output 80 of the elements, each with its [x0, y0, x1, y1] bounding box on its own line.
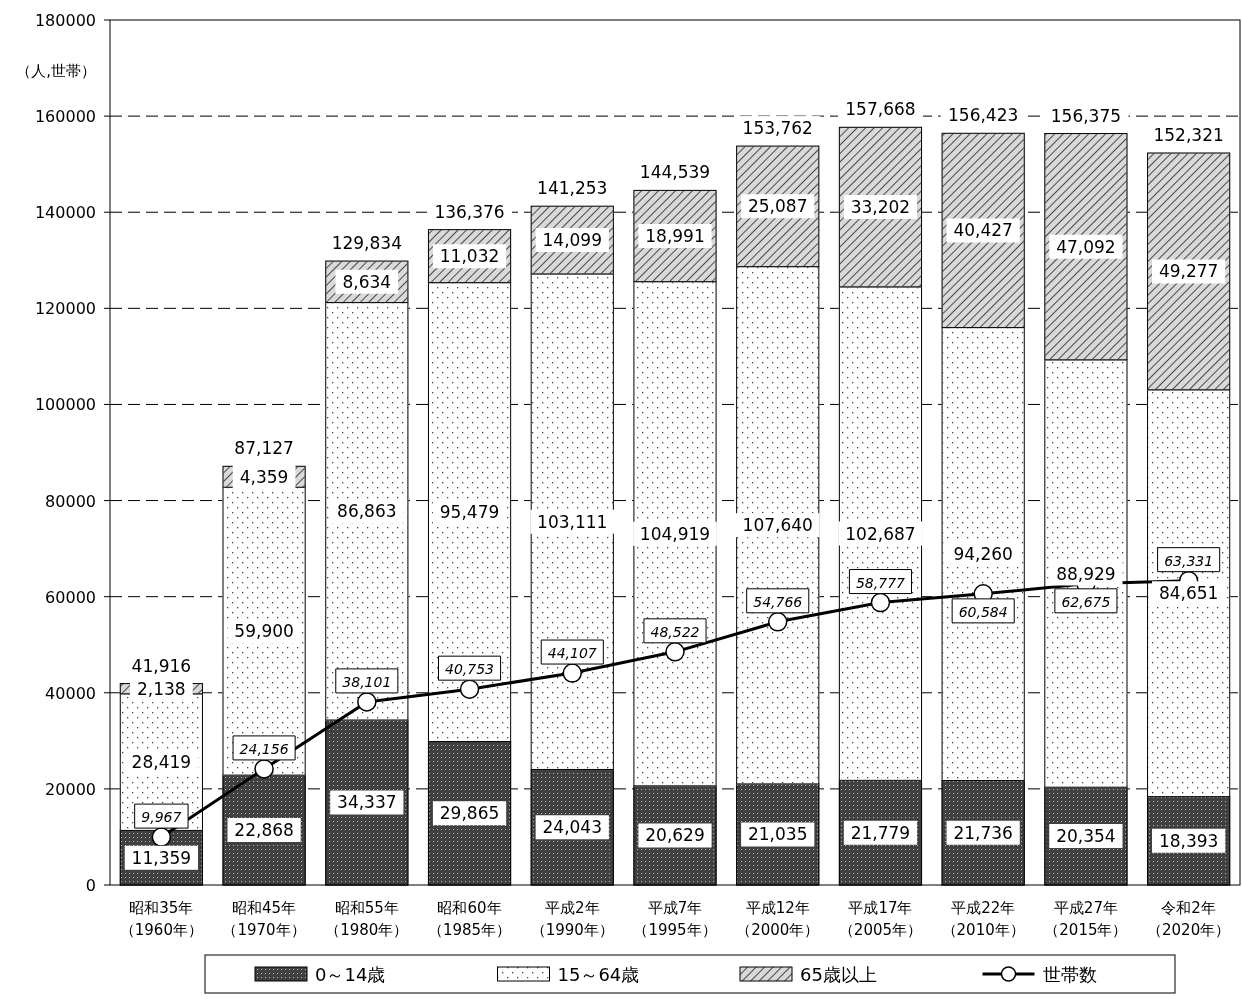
data-label: 34,337	[337, 792, 397, 813]
data-label: 8,634	[342, 271, 392, 292]
data-label: 4,359	[239, 466, 289, 487]
total-label: 153,762	[742, 118, 813, 139]
data-label: 24,043	[542, 817, 603, 838]
x-tick-label: 昭和35年（1960年）	[119, 899, 203, 939]
x-tick-label: 平成17年（2005年）	[838, 899, 923, 939]
data-label: 20,354	[1056, 826, 1116, 847]
data-label: 18,393	[1158, 830, 1219, 851]
total-label: 136,376	[434, 201, 505, 222]
total-label: 152,321	[1153, 125, 1224, 146]
data-label: 11,032	[439, 246, 500, 267]
data-label: 63,331	[1164, 552, 1214, 569]
x-tick-label: 平成2年（1990年）	[530, 899, 614, 939]
y-tick-label: 40000	[45, 683, 96, 703]
y-tick-label: 80000	[45, 491, 96, 511]
y-tick-label: 160000	[34, 107, 96, 127]
data-label: 49,277	[1158, 261, 1219, 282]
legend-label: 15～64歳	[557, 964, 640, 985]
data-label: 21,779	[850, 822, 911, 843]
data-label: 104,919	[639, 523, 711, 544]
data-label: 102,687	[845, 523, 916, 544]
data-label: 18,991	[645, 226, 705, 247]
data-label: 44,107	[547, 645, 597, 662]
x-tick-label: 平成27年（2015年）	[1044, 899, 1128, 939]
data-label: 47,092	[1056, 236, 1116, 257]
data-label: 86,863	[337, 501, 397, 522]
data-label: 40,753	[445, 661, 495, 678]
data-label: 48,522	[650, 623, 700, 640]
data-label: 29,865	[439, 803, 500, 824]
total-label: 129,834	[331, 233, 402, 254]
data-label: 59,900	[234, 621, 294, 642]
data-label: 11,359	[131, 847, 192, 868]
data-label: 28,419	[131, 752, 192, 773]
x-tick-label: 令和2年（2020年）	[1147, 899, 1231, 939]
y-tick-label: 180000	[34, 11, 96, 30]
total-label: 87,127	[234, 438, 294, 459]
data-label: 24,156	[239, 740, 289, 757]
y-tick-label: 20000	[45, 779, 96, 799]
data-label: 107,640	[742, 515, 813, 536]
data-label: 21,035	[747, 824, 808, 845]
legend-label: 65歳以上	[800, 964, 877, 985]
y-tick-label: 120000	[34, 299, 96, 319]
data-label: 54,766	[753, 593, 803, 610]
data-label: 58,777	[855, 574, 906, 591]
data-label: 103,111	[537, 511, 608, 532]
total-label: 157,668	[845, 99, 916, 120]
x-tick-label: 平成12年（2000年）	[736, 899, 820, 939]
data-label: 22,868	[234, 820, 294, 841]
data-label: 9,967	[141, 809, 182, 826]
y-axis-title: （人,世帯）	[16, 62, 96, 80]
data-label: 38,101	[342, 673, 392, 690]
total-label: 144,539	[639, 162, 711, 183]
data-label: 21,736	[953, 822, 1013, 843]
x-tick-label: 昭和60年（1985年）	[427, 899, 512, 939]
x-tick-label: 昭和45年（1970年）	[222, 899, 306, 939]
data-label: 33,202	[850, 197, 911, 218]
total-label: 156,375	[1050, 105, 1122, 126]
legend-label: 世帯数	[1042, 964, 1097, 985]
x-tick-label: 平成22年（2010年）	[941, 899, 1025, 939]
data-label: 14,099	[542, 230, 603, 251]
data-label: 62,675	[1061, 593, 1111, 610]
y-tick-label: 140000	[34, 203, 96, 223]
data-label: 95,479	[439, 502, 500, 523]
data-label: 20,629	[645, 825, 705, 846]
legend-label: 0～14歳	[315, 964, 386, 985]
x-tick-label: 平成7年（1995年）	[633, 899, 717, 939]
data-label: 2,138	[137, 678, 186, 699]
data-label: 94,260	[953, 544, 1013, 565]
data-label: 25,087	[747, 196, 808, 217]
x-tick-label: 昭和55年（1980年）	[325, 899, 409, 939]
y-tick-label: 60000	[45, 587, 96, 607]
total-label: 141,253	[537, 178, 608, 199]
data-label: 60,584	[958, 603, 1008, 620]
total-label: 156,423	[948, 105, 1019, 126]
y-tick-label: 0	[85, 876, 96, 895]
total-label: 41,916	[131, 655, 192, 676]
y-tick-label: 100000	[34, 395, 96, 415]
data-label: 40,427	[953, 220, 1013, 241]
data-label: 84,651	[1158, 583, 1219, 604]
